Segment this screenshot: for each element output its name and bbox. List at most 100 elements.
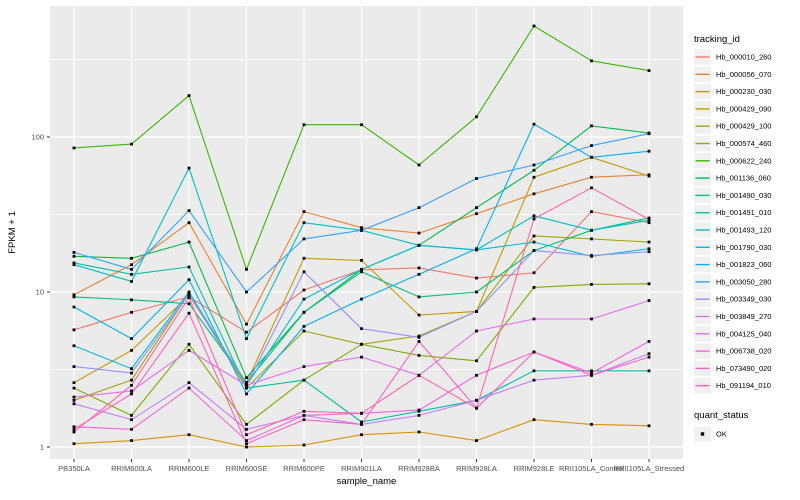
data-point [647, 369, 651, 373]
data-point [302, 413, 306, 417]
data-point [72, 395, 76, 399]
data-point [532, 24, 536, 28]
data-point [360, 267, 363, 271]
legend-item-label: Hb_000622_240 [716, 156, 771, 165]
data-point [130, 348, 133, 352]
data-point [187, 290, 191, 294]
legend-item-label: Hb_006738_020 [716, 347, 771, 356]
data-point [302, 210, 306, 214]
data-point [130, 413, 133, 417]
data-point [360, 420, 363, 424]
data-point [130, 378, 133, 382]
data-point [475, 406, 478, 410]
data-point [647, 218, 651, 221]
data-point [187, 348, 191, 352]
data-point [187, 278, 191, 282]
data-point [187, 302, 191, 306]
legend-item-label: Hb_001493_120 [716, 226, 771, 235]
legend-item-label: Hb_001136_060 [716, 174, 771, 183]
data-point [475, 177, 478, 180]
data-point [590, 59, 593, 63]
data-point [72, 328, 76, 332]
data-point [72, 251, 76, 254]
data-point [130, 272, 133, 276]
x-tick-label: RRIM901LA [341, 464, 382, 473]
data-point [302, 443, 306, 447]
data-point [130, 392, 133, 396]
data-point [130, 337, 133, 341]
data-point [130, 267, 133, 271]
data-point [360, 123, 363, 127]
data-point [532, 168, 536, 172]
data-point [417, 373, 421, 377]
data-point [302, 324, 306, 328]
data-point [590, 254, 593, 257]
legend-item-label: Hb_003849_270 [716, 312, 771, 321]
data-point [417, 353, 421, 357]
data-point [187, 166, 191, 170]
data-point [245, 267, 248, 271]
data-point [475, 276, 478, 280]
data-point [647, 221, 651, 225]
data-point [72, 146, 76, 150]
data-point [647, 250, 651, 254]
data-point [187, 221, 191, 225]
data-point [532, 286, 536, 289]
x-tick-label: RRIM600LA [111, 464, 152, 473]
data-point [245, 381, 248, 385]
data-point [590, 237, 593, 241]
data-point [417, 335, 421, 339]
data-point [245, 445, 248, 449]
data-point [130, 256, 133, 260]
data-point [360, 355, 363, 359]
data-point [245, 330, 248, 334]
data-point [245, 386, 248, 390]
data-point [302, 409, 306, 413]
data-point [245, 322, 248, 326]
data-point [302, 256, 306, 260]
data-point [590, 282, 593, 286]
data-point [647, 424, 651, 428]
legend-item-label: Hb_091194_010 [716, 381, 771, 390]
data-point [72, 295, 76, 299]
data-point [360, 342, 363, 346]
legend-item-label: Hb_003050_280 [716, 277, 771, 286]
data-point [532, 163, 536, 167]
data-point [187, 240, 191, 244]
data-point [590, 175, 593, 179]
data-point [72, 263, 76, 267]
data-point [532, 317, 536, 321]
data-point [245, 439, 248, 442]
legend-item-label: Hb_004125_040 [716, 329, 771, 338]
data-point [187, 386, 191, 390]
data-point [417, 408, 421, 412]
data-point [187, 381, 191, 385]
data-point [647, 132, 651, 136]
data-point [130, 280, 133, 283]
legend-item-label: Hb_001790_030 [716, 243, 771, 252]
data-point [417, 163, 421, 167]
x-tick-label: RRIM600PE [283, 464, 325, 473]
data-point [590, 186, 593, 190]
legend-item-label: Hb_000429_090 [716, 104, 771, 113]
data-point [590, 373, 593, 377]
data-point [187, 209, 191, 213]
x-tick-label: RRIM600LE [169, 464, 210, 473]
data-point [302, 310, 306, 314]
data-point [187, 311, 191, 315]
data-point [417, 430, 421, 434]
data-point [302, 329, 306, 333]
data-point [72, 402, 76, 406]
plot-panel [50, 6, 683, 459]
data-point [187, 292, 191, 296]
y-tick-label: 1 [40, 443, 44, 452]
data-point [245, 383, 248, 387]
data-point [302, 297, 306, 301]
data-point [245, 433, 248, 437]
data-point [475, 373, 478, 377]
data-point [302, 288, 306, 292]
data-point [72, 381, 76, 385]
data-point [532, 214, 536, 218]
data-point [302, 123, 306, 127]
